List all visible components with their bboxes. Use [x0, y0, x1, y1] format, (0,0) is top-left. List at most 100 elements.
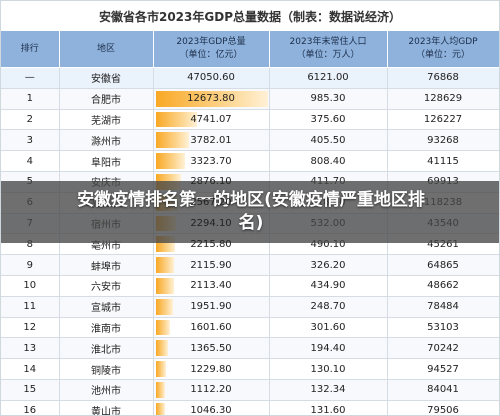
cell-rank: 2	[1, 109, 60, 131]
table-row: 10 六安市 2113.40 434.90 48662	[1, 275, 499, 297]
cell-per-capita: 64865	[387, 254, 499, 276]
table-row: 13 淮北市 1365.50 194.40 70242	[1, 337, 499, 360]
cell-gdp: 1951.90	[153, 296, 270, 318]
caption-overlay: 安徽疫情排名第一的地区(安徽疫情严重地区排名)	[1, 181, 499, 243]
gdp-value: 2294.10	[190, 217, 232, 229]
cell-region: 铜陵市	[59, 358, 154, 380]
cell-region: 阜阳市	[59, 150, 154, 172]
cell-population: 808.40	[269, 150, 388, 172]
gdp-bar	[155, 132, 189, 149]
gdp-value: 1229.80	[190, 363, 232, 375]
gdp-bar	[155, 340, 168, 357]
cell-per-capita: 78484	[387, 296, 499, 318]
header-gdp: 2023年GDP总量 （单位：亿元）	[153, 31, 270, 68]
cell-population: 248.70	[269, 296, 388, 318]
cell-gdp: 1112.20	[153, 379, 270, 401]
cell-rank: 13	[1, 337, 60, 360]
table-row: 15 池州市 1112.20 132.34 84041	[1, 379, 499, 401]
gdp-bar	[155, 257, 175, 273]
cell-region: 淮南市	[59, 317, 154, 339]
header-rank: 排行	[1, 31, 60, 68]
cell-region: 宣城市	[59, 296, 154, 318]
cell-gdp: 2115.90	[153, 254, 270, 276]
cell-population: 194.40	[269, 337, 388, 360]
cell-rank: 9	[1, 254, 60, 276]
cell-per-capita: 128629	[387, 88, 499, 110]
table-row: 2 芜湖市 4741.07 375.60 126227	[1, 109, 499, 131]
gdp-bar	[155, 90, 268, 107]
cell-region: 合肥市	[59, 88, 154, 110]
gdp-bar	[155, 298, 173, 315]
gdp-value: 12673.80	[187, 93, 235, 105]
cell-rank: 14	[1, 358, 60, 380]
cell-rank: —	[1, 67, 60, 89]
table-row: 11 宣城市 1951.90 248.70 78484	[1, 296, 499, 318]
table-title: 安徽省各市2023年GDP总量数据（制表：数据说经济）	[1, 1, 499, 32]
cell-region: 蚌埠市	[59, 254, 154, 276]
gdp-bar	[155, 402, 165, 415]
cell-gdp: 2113.40	[153, 275, 270, 297]
cell-per-capita: 84041	[387, 379, 499, 401]
cell-rank: 10	[1, 275, 60, 297]
gdp-bar	[155, 381, 166, 398]
gdp-value: 4741.07	[190, 113, 232, 125]
table-row: 3 滁州市 3782.01 405.50 93268	[1, 129, 499, 152]
cell-region: 安徽省	[59, 67, 154, 89]
gdp-value: 1365.50	[190, 342, 232, 354]
header-per-capita: 2023年人均GDP （单位：元）	[387, 31, 499, 68]
cell-gdp: 3782.01	[153, 129, 270, 152]
cell-rank: 16	[1, 400, 60, 415]
cell-rank: 15	[1, 379, 60, 401]
cell-per-capita: 41115	[387, 150, 499, 172]
overlay-caption: 安徽疫情排名第一的地区(安徽疫情严重地区排名)	[77, 190, 425, 233]
gdp-value: 1951.90	[190, 301, 232, 313]
table-row: 16 黄山市 1046.30 131.60 79506	[1, 400, 499, 416]
cell-population: 131.60	[269, 400, 388, 415]
cell-per-capita: 79506	[387, 400, 499, 415]
gdp-value: 2115.90	[190, 259, 232, 271]
gdp-bar	[155, 153, 185, 169]
cell-population: 985.30	[269, 88, 388, 110]
cell-gdp: 4741.07	[153, 109, 270, 131]
gdp-value: 1046.30	[190, 405, 232, 416]
cell-per-capita: 70242	[387, 337, 499, 360]
gdp-value: 1601.60	[190, 321, 232, 333]
table-row: 4 阜阳市 3323.70 808.40 41115	[1, 150, 499, 172]
cell-population: 132.34	[269, 379, 388, 401]
gdp-bar	[155, 277, 175, 294]
gdp-value: 2113.40	[190, 280, 232, 292]
cell-per-capita: 53103	[387, 317, 499, 339]
cell-rank: 3	[1, 129, 60, 152]
cell-population: 375.60	[269, 109, 388, 131]
cell-per-capita: 94527	[387, 358, 499, 380]
gdp-value: 3782.01	[190, 134, 232, 146]
table-header-row: 排行 地区 2023年GDP总量 （单位：亿元） 2023年末常住人口 （单位：…	[1, 31, 499, 68]
cell-rank: 1	[1, 88, 60, 110]
gdp-value: 3323.70	[190, 155, 232, 167]
gdp-value: 2876.10	[190, 176, 232, 188]
cell-region: 六安市	[59, 275, 154, 297]
cell-per-capita: 76868	[387, 67, 499, 89]
gdp-bar	[155, 361, 167, 377]
cell-per-capita: 93268	[387, 129, 499, 152]
cell-region: 淮北市	[59, 337, 154, 360]
table-row: 1 合肥市 12673.80 985.30 128629	[1, 88, 499, 110]
cell-region: 滁州市	[59, 129, 154, 152]
cell-population: 326.20	[269, 254, 388, 276]
cell-region: 池州市	[59, 379, 154, 401]
cell-rank: 12	[1, 317, 60, 339]
table-row: 14 铜陵市 1229.80 130.10 94527	[1, 358, 499, 380]
header-region: 地区	[59, 31, 154, 68]
cell-gdp: 1365.50	[153, 337, 270, 360]
cell-rank: 4	[1, 150, 60, 172]
cell-gdp: 47050.60	[153, 67, 270, 89]
gdp-value: 1112.20	[190, 384, 232, 396]
cell-population: 130.10	[269, 358, 388, 380]
cell-population: 6121.00	[269, 67, 388, 89]
cell-population: 405.50	[269, 129, 388, 152]
cell-gdp: 1601.60	[153, 317, 270, 339]
cell-population: 434.90	[269, 275, 388, 297]
table-row-total: — 安徽省 47050.60 6121.00 76868	[1, 67, 499, 89]
table-row: 9 蚌埠市 2115.90 326.20 64865	[1, 254, 499, 276]
